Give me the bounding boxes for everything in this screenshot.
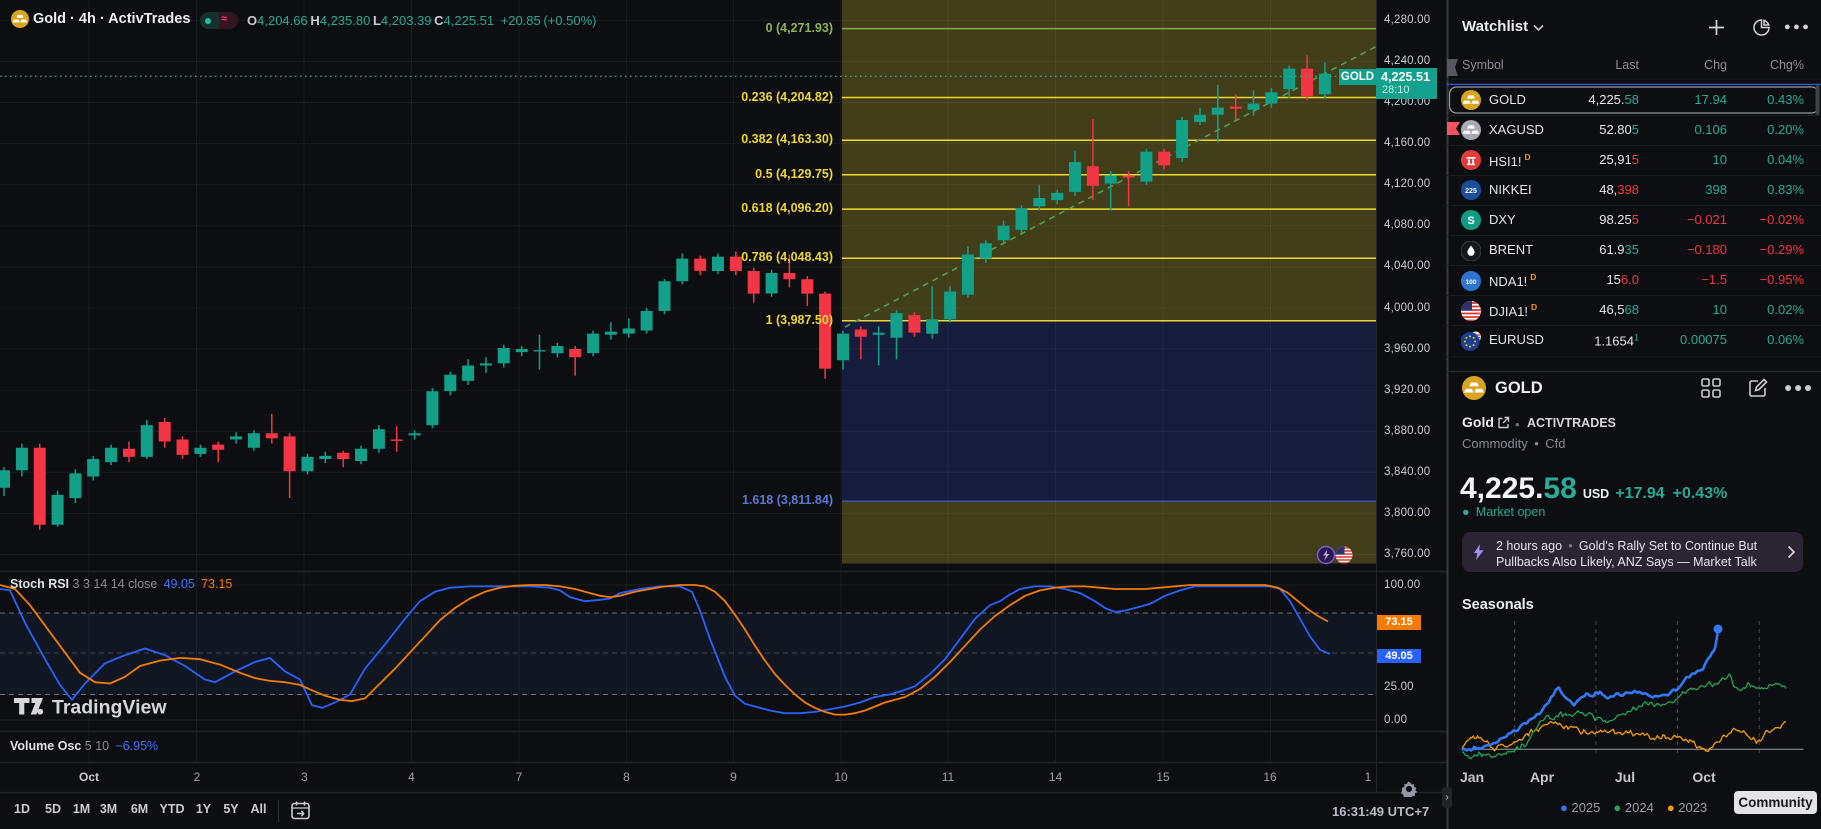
svg-text:TradingView: TradingView (52, 697, 167, 719)
svg-text:100: 100 (1466, 278, 1477, 285)
svg-text:225: 225 (1465, 188, 1477, 195)
svg-text:S: S (1467, 215, 1474, 227)
